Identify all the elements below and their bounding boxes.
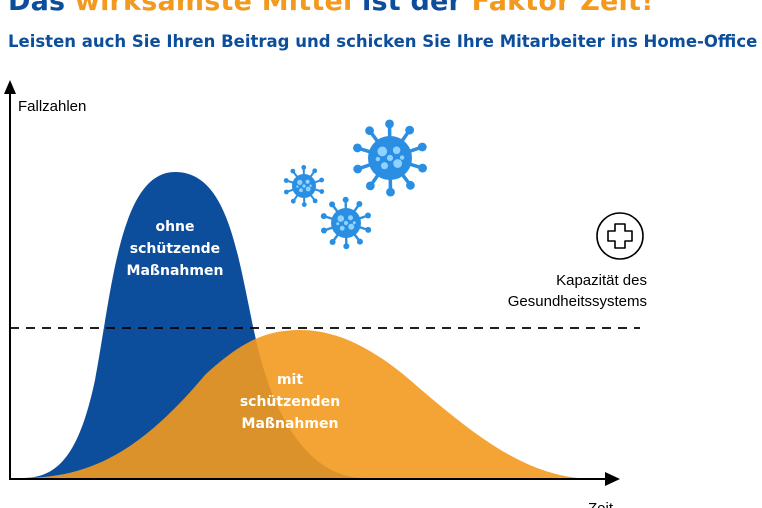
curve-without-measures: [22, 172, 362, 478]
x-axis-arrowhead: [605, 472, 620, 486]
label-with-measures-2: schützenden: [240, 394, 340, 410]
headline-part-3: ist der: [362, 0, 463, 17]
headline-part-2: wirksamste Mittel: [74, 0, 353, 17]
virus-icon: [320, 196, 372, 250]
curve-with-measures: [22, 330, 578, 478]
medical-cross-icon: [596, 212, 644, 260]
headline-part-1: Das: [8, 0, 66, 17]
label-without-measures-1: ohne: [155, 219, 194, 235]
virus-icon: [353, 119, 427, 197]
label-without-measures-3: Maßnahmen: [127, 263, 224, 279]
x-axis-label: Zeit: [588, 500, 614, 508]
y-axis-arrowhead: [4, 80, 16, 94]
headline: Das wirksamste Mittel ist der Faktor Zei…: [8, 0, 654, 17]
capacity-label-line-1: Kapazität des: [556, 272, 647, 289]
headline-part-4: Faktor Zeit!: [471, 0, 654, 17]
virus-icon: [283, 165, 325, 207]
capacity-label-line-2: Gesundheitssystems: [508, 293, 647, 310]
label-with-measures-3: Maßnahmen: [242, 416, 339, 432]
subheadline: Leisten auch Sie Ihren Beitrag und schic…: [8, 32, 758, 51]
label-without-measures-2: schützende: [130, 241, 220, 257]
label-with-measures-1: mit: [277, 372, 303, 388]
y-axis-label: Fallzahlen: [18, 98, 86, 115]
